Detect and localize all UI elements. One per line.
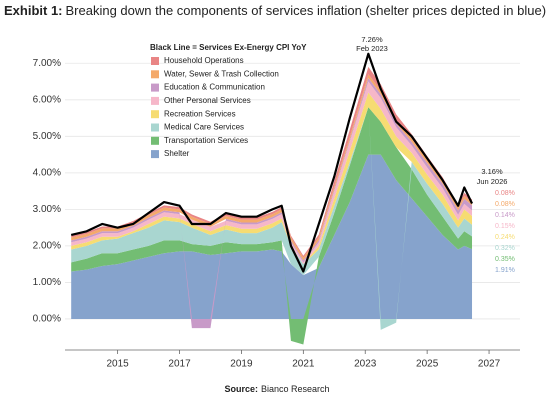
legend: Black Line = Services Ex-Energy CPI YoY … [150,43,307,158]
x-tick-label: 2017 [168,359,191,370]
title-text: Breaking down the components of services… [66,3,547,18]
legend-title: Black Line = Services Ex-Energy CPI YoY [150,43,307,52]
x-tick-label: 2023 [354,359,377,370]
legend-label: Medical Care Services [164,123,244,132]
end-label: 0.15% [495,223,515,230]
x-tick-label: 2021 [292,359,315,370]
legend-label: Household Operations [164,56,244,65]
last-label: 3.16% [481,167,503,176]
end-label: 0.32% [495,245,515,252]
y-tick-label: 0.00% [33,314,61,325]
y-tick-label: 1.00% [33,277,61,288]
x-tick-label: 2019 [230,359,253,370]
legend-swatch [151,83,159,92]
y-tick-label: 6.00% [33,94,61,105]
peak-date: Feb 2023 [356,44,388,53]
plot-area: 0.00% 1.00% 2.00% 3.00% 4.00% 5.00% 6.00% 7.00%… [33,52,520,370]
legend-swatch [151,110,159,119]
area-7 [71,154,473,319]
end-label: 0.08% [495,190,515,197]
legend-label: Transportation Services [164,136,248,145]
legend-swatch [151,96,159,105]
y-tick-label: 5.00% [33,131,61,142]
legend-swatch [151,150,159,159]
x-tick-label: 2025 [416,359,439,370]
y-tick-label: 3.00% [33,204,61,215]
legend-swatch [151,136,159,145]
source-text: Bianco Research [261,384,330,394]
y-tick-label: 2.00% [33,241,61,252]
source: Source: Bianco Research [224,384,329,394]
legend-label: Other Personal Services [164,96,251,105]
legend-label: Water, Sewer & Trash Collection [164,69,279,78]
legend-label: Shelter [164,149,190,158]
legend-swatch [151,123,159,132]
source-label: Source: [224,384,258,394]
legend-label: Education & Communication [164,83,265,92]
end-label: 1.91% [495,267,515,274]
y-tick-label: 4.00% [33,167,61,178]
x-tick-label: 2015 [106,359,129,370]
y-tick-label: 7.00% [33,58,61,69]
peak-label: 7.26% [361,35,383,44]
legend-swatch [151,57,159,65]
end-label: 0.35% [495,256,515,263]
legend-swatch [151,70,159,79]
legend-label: Recreation Services [164,109,236,118]
x-tick-label: 2027 [478,359,501,370]
end-label: 0.08% [495,201,515,208]
title-label: Exhibit 1: [4,3,63,18]
total-line [70,52,474,273]
end-label: 0.14% [495,212,515,219]
last-date: Jun 2026 [477,177,508,186]
end-label: 0.24% [495,234,515,241]
chart-title: Exhibit 1: Breaking down the components o… [4,3,546,18]
